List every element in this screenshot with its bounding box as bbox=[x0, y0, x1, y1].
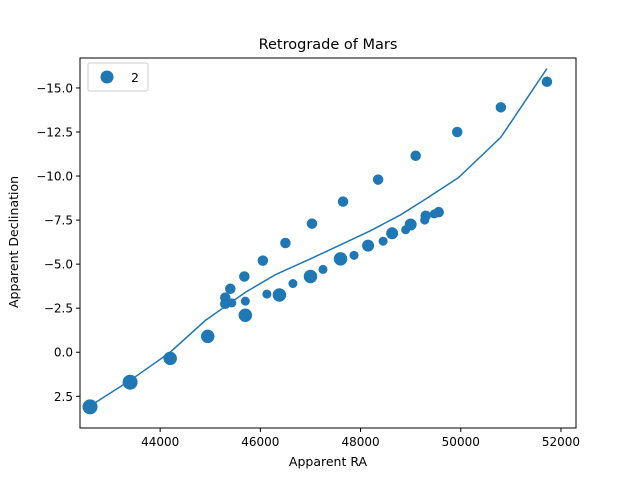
scatter-point bbox=[452, 126, 463, 138]
scatter-point bbox=[288, 279, 298, 289]
y-tick-label: 2.5 bbox=[54, 390, 73, 404]
trend-line bbox=[89, 68, 548, 407]
y-tick-label: 0.0 bbox=[54, 346, 73, 360]
y-axis-label: Apparent Declination bbox=[6, 176, 21, 308]
x-tick-label: 44000 bbox=[141, 435, 179, 449]
scatter-point bbox=[337, 196, 349, 207]
scatter-point bbox=[404, 218, 417, 231]
scatter-point bbox=[201, 329, 215, 344]
y-axis-ticks: −15.0 −12.5 −10.0 −7.5 −5.0 −2.5 0.0 2.5 bbox=[36, 81, 80, 404]
scatter-point bbox=[240, 296, 250, 306]
scatter-point bbox=[163, 351, 177, 366]
scatter-point bbox=[257, 255, 269, 266]
y-tick-label: −7.5 bbox=[44, 214, 73, 228]
x-tick-label: 52000 bbox=[542, 435, 580, 449]
x-axis-label: Apparent RA bbox=[289, 454, 368, 469]
scatter-point bbox=[386, 227, 399, 240]
legend-box bbox=[87, 62, 149, 92]
scatter-point bbox=[262, 289, 272, 299]
legend-entry-label: 2 bbox=[131, 70, 139, 85]
chart-title: Retrograde of Mars bbox=[259, 37, 398, 53]
x-tick-label: 46000 bbox=[241, 435, 279, 449]
scatter-point bbox=[495, 102, 507, 113]
scatter-point bbox=[225, 283, 236, 295]
legend: 2 bbox=[87, 62, 149, 92]
scatter-point bbox=[541, 76, 553, 88]
scatter-point bbox=[378, 236, 388, 246]
y-tick-label: −5.0 bbox=[44, 258, 73, 272]
scatter-point bbox=[349, 250, 359, 260]
x-tick-label: 48000 bbox=[341, 435, 379, 449]
y-tick-label: −2.5 bbox=[44, 302, 73, 316]
y-tick-label: −12.5 bbox=[36, 126, 73, 140]
plot-area bbox=[82, 68, 553, 415]
scatter-point bbox=[306, 218, 318, 229]
scatter-point bbox=[280, 237, 291, 249]
scatter-point bbox=[318, 264, 328, 274]
y-tick-label: −10.0 bbox=[36, 170, 73, 184]
x-tick-label: 50000 bbox=[442, 435, 480, 449]
scatter-point bbox=[272, 288, 287, 302]
scatter-point bbox=[82, 399, 98, 415]
scatter-point bbox=[333, 252, 348, 266]
scatter-point bbox=[239, 271, 250, 282]
x-axis-ticks: 44000 46000 48000 50000 52000 bbox=[141, 428, 580, 449]
scatter-point bbox=[410, 150, 421, 162]
scatter-point bbox=[362, 239, 375, 252]
y-tick-label: −15.0 bbox=[36, 81, 73, 95]
scatter-point bbox=[303, 269, 318, 284]
legend-marker bbox=[100, 70, 114, 84]
scatter-point bbox=[420, 210, 431, 221]
scatter-point bbox=[433, 206, 444, 218]
axes-frame bbox=[79, 57, 577, 429]
scatter-point bbox=[238, 308, 253, 322]
scatter-point bbox=[372, 174, 384, 185]
